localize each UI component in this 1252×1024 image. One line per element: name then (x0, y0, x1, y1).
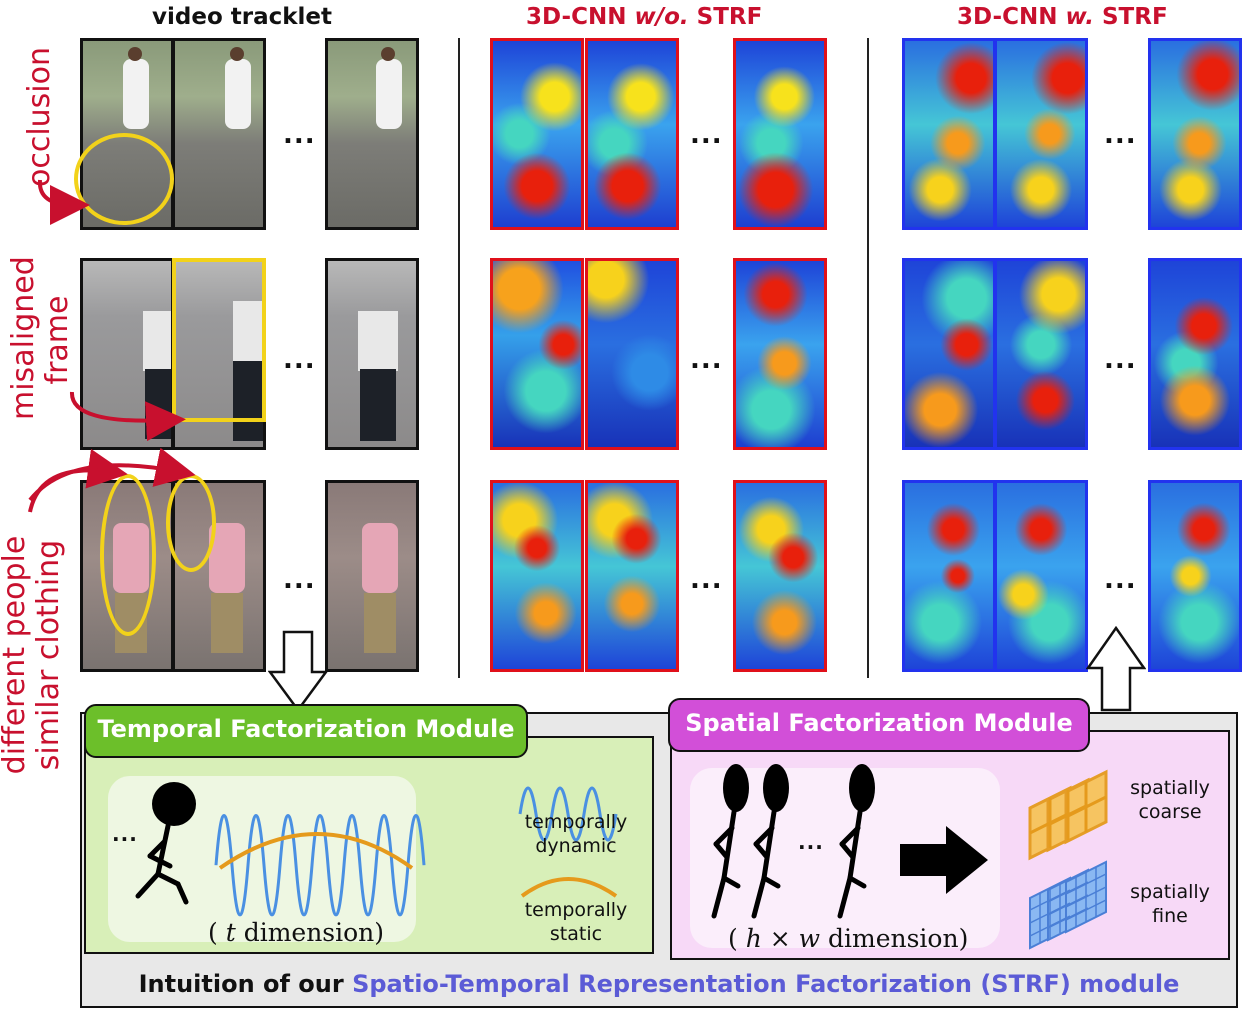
different-people-arrow-2 (28, 447, 196, 502)
temporal-dimension-open: ( (208, 918, 226, 947)
heatmap-with-row2-3 (1148, 258, 1242, 450)
hollow-up-arrow (1086, 626, 1146, 712)
stick-figure-head (152, 782, 196, 826)
ellipsis-video-row1: ... (283, 120, 316, 150)
spatial-figure-2 (751, 764, 789, 919)
video-tracklet-header: video tracklet (152, 4, 333, 30)
with-strf-italic: w. (1065, 4, 1094, 30)
occlusion-arrow (37, 179, 90, 225)
ellipsis-with-row3: ... (1104, 565, 1137, 595)
ellipsis-video-row2: ... (283, 345, 316, 375)
heatmap-with-row1-2 (994, 38, 1088, 230)
without-strf-italic: w/o. (634, 4, 689, 30)
fine-line-2: fine (1152, 905, 1188, 927)
caption-highlight: Spatio-Temporal Representation Factoriza… (352, 970, 1071, 998)
without-strf-header: 3D-CNN w/o. STRF (526, 4, 762, 30)
legend-temporally-static: temporally static (506, 898, 646, 946)
heatmap-with-row1-3 (1148, 38, 1242, 230)
occlusion-highlight-ellipse (74, 133, 174, 225)
temporal-illustration (135, 782, 618, 917)
spatial-illustration (711, 764, 1108, 950)
with-strf-suffix: STRF (1093, 4, 1168, 30)
fine-line-1: spatially (1130, 881, 1210, 903)
heatmap-with-row2-1 (902, 258, 996, 450)
heatmap-without-row2-3 (733, 258, 827, 450)
label-spatially-fine: spatially fine (1110, 880, 1230, 928)
ellipsis-spatial-figures: ... (798, 830, 824, 854)
temporal-dimension-close: dimension) (235, 918, 385, 947)
stick-figure-body (135, 823, 189, 905)
legend-static-curve (520, 877, 618, 898)
video-frame-row2-3 (325, 258, 419, 450)
legend-dynamic-wave (518, 786, 618, 842)
heatmap-without-row3-3 (733, 480, 827, 672)
hollow-down-arrow (268, 630, 328, 713)
temporal-dimension-label: ( t dimension) (208, 918, 384, 947)
without-strf-suffix: STRF (688, 4, 763, 30)
spatial-dimension-var: h × w (745, 924, 821, 953)
ellipsis-without-row1: ... (690, 120, 723, 150)
heatmap-without-row3-1 (490, 480, 584, 672)
with-strf-header: 3D-CNN w. STRF (957, 4, 1168, 30)
misaligned-highlight-box (172, 258, 266, 422)
temporal-module-title: Temporal Factorization Module (84, 704, 528, 758)
different-people-line-2: similar clothing (31, 539, 66, 771)
coarse-line-1: spatially (1130, 777, 1210, 799)
video-frame-row3-3 (325, 480, 419, 672)
static-curve (218, 832, 414, 870)
coarse-line-2: coarse (1138, 801, 1202, 823)
caption-suffix: module (1070, 970, 1180, 998)
heatmap-with-row3-1 (902, 480, 996, 672)
side-label-different-people: different people similar clothing (0, 520, 68, 790)
heatmap-with-row2-2 (994, 258, 1088, 450)
label-spatially-coarse: spatially coarse (1110, 776, 1230, 824)
ellipsis-with-row1: ... (1104, 120, 1137, 150)
heatmap-without-row2-1 (490, 258, 584, 450)
without-strf-prefix: 3D-CNN (526, 4, 635, 30)
red-arrows (28, 179, 196, 513)
heatmap-without-row1-2 (585, 38, 679, 230)
spatial-figure-1 (711, 764, 749, 919)
spatial-dimension-label: ( h × w dimension) (728, 924, 968, 953)
spatial-figure-3 (837, 764, 875, 919)
legend-static-line-2: static (549, 923, 603, 945)
with-strf-prefix: 3D-CNN (957, 4, 1066, 30)
ellipsis-without-row3: ... (690, 565, 723, 595)
spatial-black-arrow (900, 826, 988, 894)
different-people-arrow-1 (28, 448, 128, 513)
heatmap-with-row3-3 (1148, 480, 1242, 672)
legend-temporally-dynamic: temporally dynamic (506, 810, 646, 858)
heatmap-with-row1-1 (902, 38, 996, 230)
misaligned-arrow (69, 391, 186, 442)
legend-dynamic-line-2: dynamic (535, 835, 617, 857)
heatmap-without-row1-1 (490, 38, 584, 230)
legend-static-line-1: temporally (524, 899, 628, 921)
heatmap-with-row3-2 (994, 480, 1088, 672)
caption-prefix: Intuition of our (138, 970, 353, 998)
ellipsis-without-row2: ... (690, 345, 723, 375)
heatmap-without-row3-2 (585, 480, 679, 672)
ellipsis-with-row2: ... (1104, 345, 1137, 375)
similar-clothing-ellipse-1 (100, 474, 156, 636)
strf-caption: Intuition of our Spatio-Temporal Represe… (80, 970, 1238, 998)
spatial-dimension-open: ( (728, 924, 746, 953)
ellipsis-temporal-figure: ... (112, 822, 138, 846)
video-frame-row1-3 (325, 38, 419, 230)
different-people-line-1: different people (0, 535, 32, 775)
spatial-module-title: Spatial Factorization Module (668, 698, 1090, 752)
heatmap-without-row2-2 (585, 258, 679, 450)
dynamic-wave (214, 814, 426, 917)
ellipsis-video-row3: ... (283, 565, 316, 595)
column-divider-right (867, 38, 869, 678)
temporal-dimension-var: t (225, 918, 236, 947)
video-frame-row1-2 (172, 38, 266, 230)
legend-dynamic-line-1: temporally (524, 811, 628, 833)
column-divider-left (458, 38, 460, 678)
heatmap-without-row1-3 (733, 38, 827, 230)
spatial-dimension-close: dimension) (820, 924, 969, 953)
